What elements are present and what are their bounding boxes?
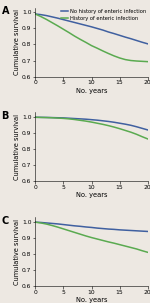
X-axis label: No. years: No. years (76, 192, 107, 198)
Text: A: A (2, 6, 9, 16)
X-axis label: No. years: No. years (76, 88, 107, 94)
Text: C: C (2, 216, 9, 226)
X-axis label: No. years: No. years (76, 297, 107, 303)
Y-axis label: Cumulative survival: Cumulative survival (14, 9, 20, 75)
Legend: No history of enteric infection, History of enteric infection: No history of enteric infection, History… (60, 9, 146, 21)
Y-axis label: Cumulative survival: Cumulative survival (14, 114, 20, 180)
Y-axis label: Cumulative survival: Cumulative survival (14, 219, 20, 285)
Text: B: B (2, 111, 9, 121)
